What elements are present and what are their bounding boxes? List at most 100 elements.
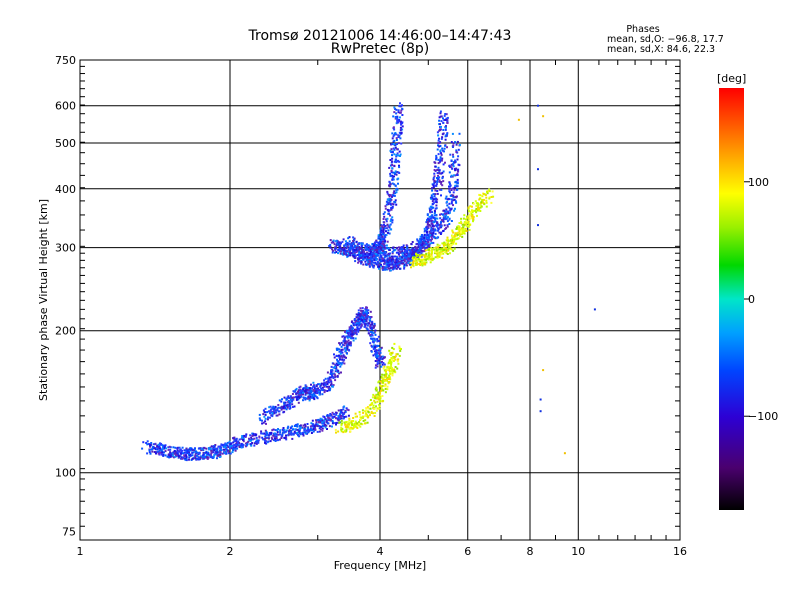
data-point: [250, 436, 253, 439]
data-point: [357, 258, 360, 260]
data-point: [342, 431, 345, 434]
data-point: [376, 263, 379, 266]
data-point: [359, 253, 362, 255]
data-point: [376, 338, 379, 341]
data-point: [386, 385, 389, 388]
data-point: [299, 424, 302, 427]
data-point: [381, 381, 384, 384]
data-point: [381, 237, 384, 240]
data-point: [430, 251, 433, 254]
data-point: [228, 440, 231, 443]
data-point: [485, 201, 488, 204]
data-point: [370, 327, 373, 330]
data-point: [470, 217, 473, 220]
data-point: [276, 414, 279, 417]
data-point: [323, 419, 326, 422]
data-point: [264, 420, 267, 423]
data-point: [425, 241, 428, 244]
plot-frame: [79, 59, 681, 541]
data-point: [426, 234, 429, 237]
data-point: [314, 390, 317, 393]
data-point: [280, 408, 283, 411]
data-point: [278, 410, 281, 413]
data-point: [384, 383, 387, 386]
data-point: [149, 445, 152, 448]
data-point: [382, 355, 385, 358]
data-point: [320, 387, 323, 390]
data-point: [409, 251, 412, 254]
data-point: [200, 447, 203, 450]
data-point: [346, 345, 349, 348]
data-point: [456, 181, 459, 184]
data-point: [446, 121, 449, 124]
data-point: [452, 194, 455, 197]
data-point: [297, 431, 300, 434]
data-point: [373, 395, 376, 398]
data-point: [391, 182, 394, 185]
data-point: [332, 362, 335, 365]
data-point: [309, 429, 312, 432]
data-point: [484, 194, 487, 196]
data-point: [380, 260, 383, 263]
data-point: [451, 167, 454, 170]
data-point: [430, 194, 433, 197]
data-point: [251, 442, 254, 444]
data-point: [321, 418, 324, 421]
data-point: [316, 397, 319, 400]
data-point: [373, 254, 376, 257]
data-point: [412, 260, 415, 263]
data-point: [379, 351, 382, 354]
data-point: [429, 238, 431, 241]
data-point: [479, 197, 482, 200]
data-point: [428, 215, 431, 218]
data-point: [360, 323, 363, 326]
y-tick-label: 500: [55, 137, 76, 150]
data-point: [206, 453, 208, 456]
data-point: [174, 446, 177, 449]
data-point: [386, 368, 389, 371]
data-point: [379, 245, 382, 248]
data-point: [181, 446, 184, 449]
data-point: [382, 243, 385, 246]
data-point: [272, 405, 275, 408]
data-point: [227, 452, 230, 455]
data-point: [460, 230, 462, 233]
data-point: [442, 230, 445, 232]
data-point: [482, 201, 484, 204]
data-point: [431, 200, 434, 203]
data-point: [410, 266, 412, 269]
data-point: [341, 361, 344, 364]
data-point: [481, 198, 484, 201]
data-point: [450, 241, 453, 243]
data-point: [281, 431, 284, 434]
data-point: [430, 196, 433, 199]
data-point: [434, 189, 437, 192]
data-point: [443, 242, 446, 245]
data-point: [423, 233, 426, 236]
data-point: [423, 261, 426, 264]
data-point: [335, 423, 337, 426]
data-point: [274, 436, 277, 439]
data-point: [363, 253, 366, 255]
data-point: [367, 332, 370, 335]
data-point: [444, 161, 446, 164]
data-point: [197, 447, 200, 450]
data-point: [420, 255, 423, 258]
data-point: [359, 320, 362, 323]
data-point: [444, 216, 447, 219]
data-point: [306, 429, 309, 432]
data-point: [291, 406, 294, 408]
data-point: [364, 247, 367, 250]
data-point: [337, 252, 339, 255]
data-point: [452, 155, 455, 158]
data-point: [321, 389, 324, 392]
data-point: [372, 326, 375, 329]
data-point: [461, 228, 464, 231]
data-point: [213, 454, 216, 457]
data-point: [335, 244, 338, 247]
data-point: [446, 238, 449, 241]
data-point: [391, 359, 394, 361]
data-point: [227, 446, 230, 448]
data-point: [437, 227, 440, 230]
